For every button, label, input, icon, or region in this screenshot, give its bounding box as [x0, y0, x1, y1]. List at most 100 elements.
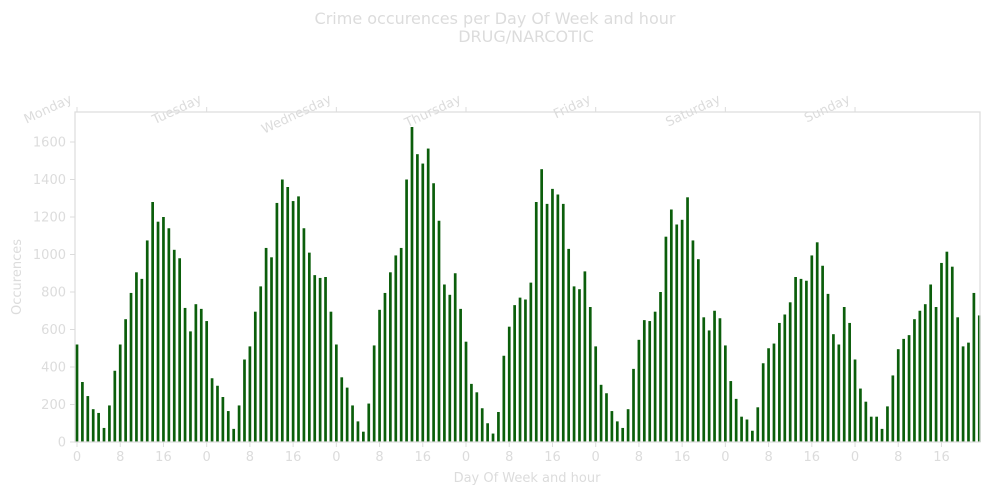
- bar: [421, 163, 425, 442]
- bar: [778, 322, 781, 442]
- bar: [534, 202, 538, 442]
- bar: [464, 341, 468, 442]
- x-axis-label: Day Of Week and hour: [454, 471, 602, 486]
- bar: [275, 202, 279, 442]
- bar: [280, 179, 284, 442]
- bar: [75, 344, 79, 442]
- bar: [934, 307, 938, 442]
- bar: [313, 275, 317, 443]
- bar: [588, 307, 592, 442]
- bar: [788, 302, 792, 442]
- bar: [724, 345, 727, 442]
- bar: [432, 183, 435, 442]
- bar: [237, 405, 241, 442]
- bar: [691, 240, 695, 442]
- bar: [713, 310, 716, 442]
- bar: [362, 431, 365, 442]
- bar: [929, 284, 933, 442]
- y-tick-label: 600: [41, 323, 66, 338]
- day-label: Saturday: [664, 92, 724, 130]
- x-tick-label: 8: [375, 450, 383, 465]
- x-tick-label: 0: [462, 450, 470, 465]
- bar: [264, 247, 268, 442]
- bar: [221, 397, 225, 442]
- bar: [297, 196, 300, 442]
- bar: [216, 385, 219, 442]
- bar: [610, 411, 614, 442]
- bar: [399, 247, 403, 442]
- x-tick-label: 8: [894, 450, 902, 465]
- x-tick-label: 0: [721, 450, 729, 465]
- x-tick-label: 16: [415, 450, 432, 465]
- bar: [815, 242, 819, 442]
- bar: [621, 427, 625, 442]
- y-tick-label: 400: [41, 361, 66, 376]
- bar: [345, 387, 349, 443]
- bar: [605, 393, 608, 442]
- bar: [270, 257, 273, 442]
- bar: [97, 412, 100, 442]
- bar: [891, 375, 895, 442]
- x-tick-label: 8: [116, 450, 124, 465]
- bar: [253, 311, 257, 442]
- y-tick-label: 1000: [33, 248, 66, 263]
- day-label: Friday: [551, 92, 593, 122]
- bar: [334, 344, 338, 442]
- bar: [632, 368, 635, 443]
- bar: [226, 411, 230, 442]
- bar: [805, 280, 808, 442]
- bar: [156, 221, 160, 442]
- x-ticks-group: 0 8 16 0 8 16 0 8 16 0 8 16 0 8 16 0 8 16 0 8 16: [73, 442, 950, 465]
- bar: [194, 304, 198, 442]
- day-label: Monday: [22, 92, 75, 127]
- y-tick-label: 0: [58, 436, 66, 451]
- bar: [767, 348, 770, 442]
- bar: [896, 349, 900, 442]
- bar: [567, 248, 571, 443]
- bar: [772, 343, 776, 442]
- bar: [950, 266, 954, 442]
- bar: [918, 310, 922, 442]
- bar: [426, 148, 430, 442]
- bar: [880, 428, 884, 443]
- x-tick-label: 8: [764, 450, 772, 465]
- y-tick-label: 1400: [33, 173, 66, 188]
- bar: [810, 255, 814, 442]
- bar: [172, 249, 176, 442]
- bar: [961, 346, 965, 443]
- bar: [410, 127, 414, 442]
- bar: [837, 344, 841, 442]
- bar: [480, 408, 484, 442]
- y-tick-label: 200: [41, 398, 66, 413]
- bar: [637, 339, 641, 442]
- bar: [848, 322, 851, 442]
- bar: [853, 359, 857, 442]
- bar: [351, 405, 354, 442]
- day-label: Wednesday: [259, 92, 334, 138]
- bar: [945, 251, 949, 442]
- bar: [205, 321, 209, 442]
- bar: [307, 252, 311, 443]
- bar: [81, 382, 84, 442]
- bar: [324, 277, 327, 442]
- bar: [761, 363, 765, 442]
- bar: [686, 197, 689, 442]
- bar: [664, 236, 668, 442]
- bar: [653, 311, 657, 442]
- bar: [648, 321, 652, 442]
- bar: [448, 294, 452, 442]
- x-tick-label: 16: [285, 450, 302, 465]
- plot-frame: [74, 111, 981, 443]
- bar: [124, 319, 127, 442]
- bar: [497, 412, 500, 442]
- bar: [189, 331, 192, 443]
- bar: [389, 272, 392, 442]
- bar: [102, 427, 106, 442]
- x-tick-label: 0: [332, 450, 340, 465]
- x-tick-label: 0: [592, 450, 600, 465]
- x-tick-label: 16: [933, 450, 950, 465]
- bar: [135, 272, 138, 442]
- bar: [475, 392, 479, 442]
- bar: [718, 318, 722, 442]
